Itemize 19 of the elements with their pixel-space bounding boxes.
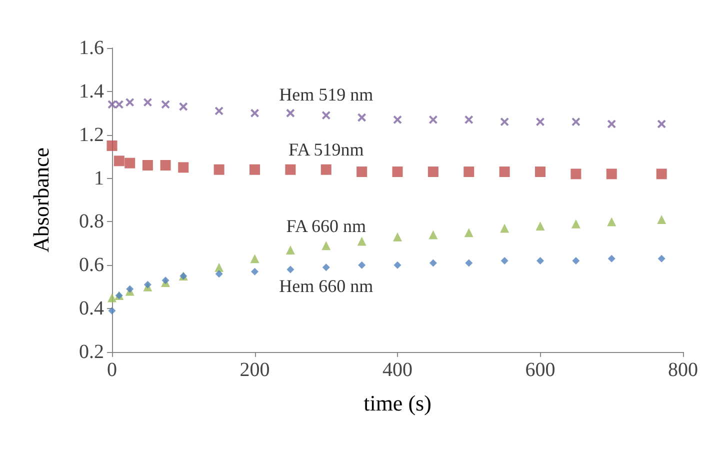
- x-tick-label: 0: [107, 359, 117, 381]
- x-tick-label: 800: [668, 359, 698, 381]
- y-tick-label: 0.8: [79, 210, 104, 233]
- series-label: FA 519nm: [288, 139, 364, 160]
- series-label: Hem 519 nm: [279, 84, 374, 104]
- x-tick-label: 400: [382, 359, 412, 381]
- y-tick-label: 1: [94, 167, 104, 190]
- y-tick-label: 0.4: [79, 298, 104, 320]
- y-tick-label: 0.6: [79, 254, 104, 276]
- y-tick-label: 1.6: [79, 37, 104, 59]
- y-axis-title: Absorbance: [28, 147, 54, 253]
- x-axis-title: time (s): [364, 390, 432, 416]
- y-tick-label: 1.2: [79, 124, 104, 146]
- series-label: FA 660 nm: [286, 216, 366, 236]
- x-tick-label: 600: [525, 359, 556, 381]
- x-tick-label: 200: [240, 359, 270, 381]
- series-label: Hem 660 nm: [279, 276, 374, 296]
- y-tick-label: 1.4: [79, 80, 104, 102]
- y-tick-label: 0.2: [79, 341, 104, 363]
